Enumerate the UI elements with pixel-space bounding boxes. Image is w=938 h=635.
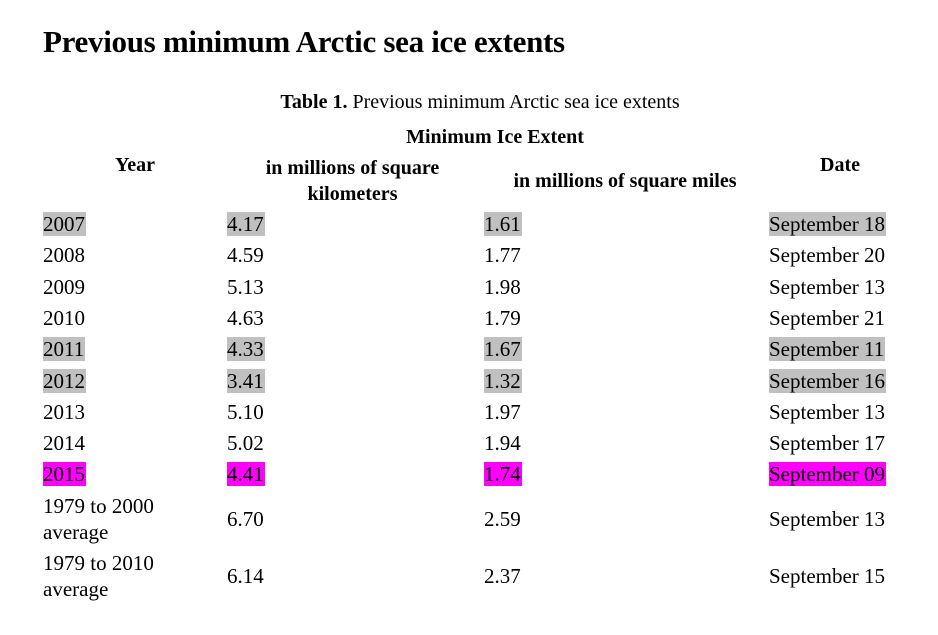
cell-year: 2009	[43, 275, 86, 299]
cell-date-text: September 16	[769, 369, 887, 393]
cell-date: September 16	[769, 369, 887, 393]
cell-miles-text: 1.67	[484, 337, 522, 361]
cell-km: 4.17	[227, 212, 265, 236]
cell-km: 6.14	[227, 564, 265, 588]
cell-year: 2008	[43, 243, 86, 267]
cell-date: September 11	[769, 337, 886, 361]
header-miles: in millions of square miles	[513, 170, 737, 192]
page-title: Previous minimum Arctic sea ice extents	[43, 24, 565, 59]
cell-miles: 1.32	[484, 369, 522, 393]
cell-date: September 20	[769, 243, 886, 267]
cell-km-text: 5.13	[227, 275, 264, 299]
cell-year-text: 2010	[43, 306, 85, 330]
cell-miles: 1.61	[484, 212, 522, 236]
cell-km: 3.41	[227, 369, 265, 393]
cell-miles: 1.97	[484, 400, 522, 424]
cell-date: September 21	[769, 306, 886, 330]
cell-miles-text: 1.97	[484, 400, 521, 424]
cell-date: September 13	[769, 400, 886, 424]
cell-year-text: 2012	[43, 369, 86, 393]
cell-km-text: 6.70	[227, 507, 264, 531]
cell-km: 4.63	[227, 306, 265, 330]
cell-miles: 2.37	[484, 564, 522, 588]
cell-year: 1979 to 2010 average	[43, 550, 193, 602]
cell-km: 4.59	[227, 243, 265, 267]
cell-km-text: 4.41	[227, 462, 265, 486]
header-date: Date	[820, 154, 860, 176]
cell-km-text: 5.02	[227, 431, 264, 455]
cell-year: 1979 to 2000 average	[43, 493, 193, 545]
cell-year-text: 2014	[43, 431, 85, 455]
cell-km: 6.70	[227, 507, 265, 531]
cell-miles-text: 1.77	[484, 243, 521, 267]
cell-date-text: September 13	[769, 275, 886, 299]
caption-label: Table 1.	[280, 91, 348, 113]
cell-year-text: 1979 to 2000 average	[43, 494, 154, 544]
header-km: in millions of square kilometers	[265, 157, 440, 205]
cell-miles-text: 1.79	[484, 306, 521, 330]
cell-km-text: 4.17	[227, 212, 265, 236]
cell-year: 2015	[43, 462, 86, 486]
cell-km-text: 3.41	[227, 369, 265, 393]
cell-year: 2014	[43, 431, 86, 455]
cell-date: September 13	[769, 275, 886, 299]
cell-year-text: 2013	[43, 400, 85, 424]
cell-miles-text: 1.94	[484, 431, 521, 455]
cell-date-text: September 17	[769, 431, 886, 455]
cell-date-text: September 13	[769, 507, 886, 531]
cell-date-text: September 13	[769, 400, 886, 424]
cell-km: 5.10	[227, 400, 265, 424]
cell-year-text: 2008	[43, 243, 85, 267]
cell-year: 2007	[43, 212, 86, 236]
cell-miles: 1.79	[484, 306, 522, 330]
cell-date: September 15	[769, 564, 886, 588]
cell-year: 2012	[43, 369, 86, 393]
cell-year-text: 2009	[43, 275, 85, 299]
cell-km: 4.33	[227, 337, 265, 361]
cell-year: 2011	[43, 337, 86, 361]
cell-year-text: 1979 to 2010 average	[43, 551, 154, 601]
cell-year: 2010	[43, 306, 86, 330]
cell-date-text: September 21	[769, 306, 886, 330]
cell-miles: 1.77	[484, 243, 522, 267]
cell-km: 4.41	[227, 462, 265, 486]
cell-date-text: September 15	[769, 564, 886, 588]
cell-miles-text: 1.32	[484, 369, 522, 393]
cell-date-text: September 09	[769, 462, 887, 486]
cell-year-text: 2007	[43, 212, 86, 236]
cell-km-text: 4.33	[227, 337, 265, 361]
table-caption: Table 1. Previous minimum Arctic sea ice…	[0, 91, 938, 114]
cell-miles: 2.59	[484, 507, 522, 531]
cell-date: September 09	[769, 462, 887, 486]
cell-km-text: 4.59	[227, 243, 264, 267]
cell-year: 2013	[43, 400, 86, 424]
header-min-ice-extent: Minimum Ice Extent	[406, 126, 584, 148]
cell-km: 5.02	[227, 431, 265, 455]
cell-date-text: September 18	[769, 212, 887, 236]
cell-miles-text: 1.74	[484, 462, 522, 486]
cell-miles: 1.67	[484, 337, 522, 361]
cell-miles: 1.74	[484, 462, 522, 486]
cell-km-text: 4.63	[227, 306, 264, 330]
cell-miles: 1.98	[484, 275, 522, 299]
cell-date-text: September 20	[769, 243, 886, 267]
cell-miles-text: 1.98	[484, 275, 521, 299]
cell-miles-text: 2.37	[484, 564, 521, 588]
cell-miles: 1.94	[484, 431, 522, 455]
cell-miles-text: 2.59	[484, 507, 521, 531]
cell-date: September 13	[769, 507, 886, 531]
cell-date-text: September 11	[769, 337, 886, 361]
cell-miles-text: 1.61	[484, 212, 522, 236]
header-year: Year	[115, 154, 155, 176]
cell-date: September 18	[769, 212, 887, 236]
cell-km: 5.13	[227, 275, 265, 299]
caption-text: Previous minimum Arctic sea ice extents	[347, 91, 680, 113]
cell-km-text: 5.10	[227, 400, 264, 424]
cell-date: September 17	[769, 431, 886, 455]
cell-year-text: 2015	[43, 462, 86, 486]
cell-km-text: 6.14	[227, 564, 264, 588]
cell-year-text: 2011	[43, 337, 86, 361]
